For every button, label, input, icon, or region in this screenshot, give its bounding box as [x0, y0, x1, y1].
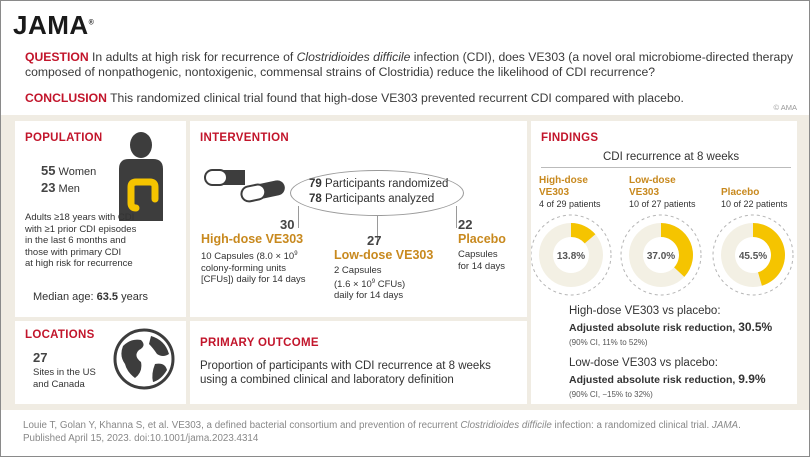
donut-guide-ring [712, 214, 794, 296]
conclusion-label: CONCLUSION [25, 91, 107, 105]
arm-low-name: Low-dose VE303 [334, 248, 434, 262]
comparison-high-title: High-dose VE303 vs placebo: [569, 305, 721, 317]
arm-placebo-name: Placebo [458, 232, 506, 246]
comparison-low-ci: (90% CI, −15% to 32%) [569, 390, 653, 399]
comparison-low-title: Low-dose VE303 vs placebo: [569, 357, 718, 369]
globe-icon [113, 328, 175, 390]
group-high-name: High-dose VE303 [539, 175, 588, 198]
group-low-patients: 10 of 27 patients [629, 199, 696, 209]
copyright: © AMA [773, 103, 797, 112]
findings-divider [541, 167, 791, 168]
randomized-text: 79 Participants randomized [309, 178, 449, 190]
arm-high-desc: 10 Capsules (8.0 × 109 colony-forming un… [201, 251, 306, 286]
primary-outcome-panel [190, 321, 527, 404]
arm-placebo-desc: Capsules for 14 days [458, 249, 505, 272]
group-placebo-name: Placebo [721, 187, 760, 198]
findings-title: FINDINGS [541, 132, 599, 144]
jama-logo: JAMA® [13, 10, 95, 40]
donut-segment [661, 223, 693, 277]
group-low-name: Low-dose VE303 [629, 175, 676, 198]
median-age: Median age: 63.5 years [33, 291, 148, 303]
population-title: POPULATION [25, 132, 103, 144]
person-colon-icon [119, 132, 163, 221]
donut-percent-label: 37.0% [647, 251, 675, 262]
comparison-high-ci: (90% CI, 11% to 52%) [569, 338, 648, 347]
arm-high-count: 30 [280, 217, 295, 232]
conclusion-text: CONCLUSION This randomized clinical tria… [25, 91, 684, 105]
intervention-panel [190, 121, 527, 317]
arm-high-name: High-dose VE303 [201, 232, 304, 246]
donut-segment [571, 223, 596, 244]
findings-subtitle: CDI recurrence at 8 weeks [603, 151, 740, 163]
connector-right [456, 206, 457, 228]
donut-guide-ring [531, 214, 612, 296]
locations-count: 27 [33, 350, 48, 365]
citation: Louie T, Golan Y, Khanna S, et al. VE303… [23, 420, 741, 444]
connector-left [298, 206, 299, 228]
arm-placebo-count: 22 [458, 217, 473, 232]
group-placebo-patients: 10 of 22 patients [721, 199, 788, 209]
locations-title: LOCATIONS [25, 329, 95, 341]
connector-mid [377, 216, 378, 244]
comparison-low-value: Adjusted absolute risk reduction, 9.9% [569, 372, 766, 387]
population-criteria: Adults ≥18 years with CDI with ≥1 prior … [25, 212, 137, 269]
men-count: 23 Men [41, 180, 80, 195]
question-label: QUESTION [25, 50, 89, 64]
donut-percent-label: 45.5% [739, 251, 767, 262]
group-high-patients: 4 of 29 patients [539, 199, 601, 209]
primary-outcome-text: Proportion of participants with CDI recu… [200, 360, 491, 386]
question-text: QUESTION In adults at high risk for recu… [25, 50, 794, 79]
arm-low-count: 27 [367, 233, 382, 248]
arm-low-desc: 2 Capsules (1.6 × 109 CFUs) daily for 14… [334, 265, 406, 302]
locations-text: Sites in the US and Canada [33, 367, 96, 390]
capsules-icon [204, 169, 285, 203]
participants-ellipse [290, 170, 464, 216]
donut-segment [753, 223, 785, 286]
intervention-title: INTERVENTION [200, 132, 290, 144]
findings-panel [531, 121, 797, 404]
analyzed-text: 78 Participants analyzed [309, 193, 435, 205]
primary-outcome-title: PRIMARY OUTCOME [200, 337, 319, 349]
women-count: 55 Women [41, 163, 97, 178]
donut-percent-label: 13.8% [557, 251, 585, 262]
recurrence-donut-chart: 13.8% 37.0% 45.5% [531, 214, 794, 296]
comparison-high-value: Adjusted absolute risk reduction, 30.5% [569, 320, 773, 335]
donut-guide-ring [620, 214, 702, 296]
